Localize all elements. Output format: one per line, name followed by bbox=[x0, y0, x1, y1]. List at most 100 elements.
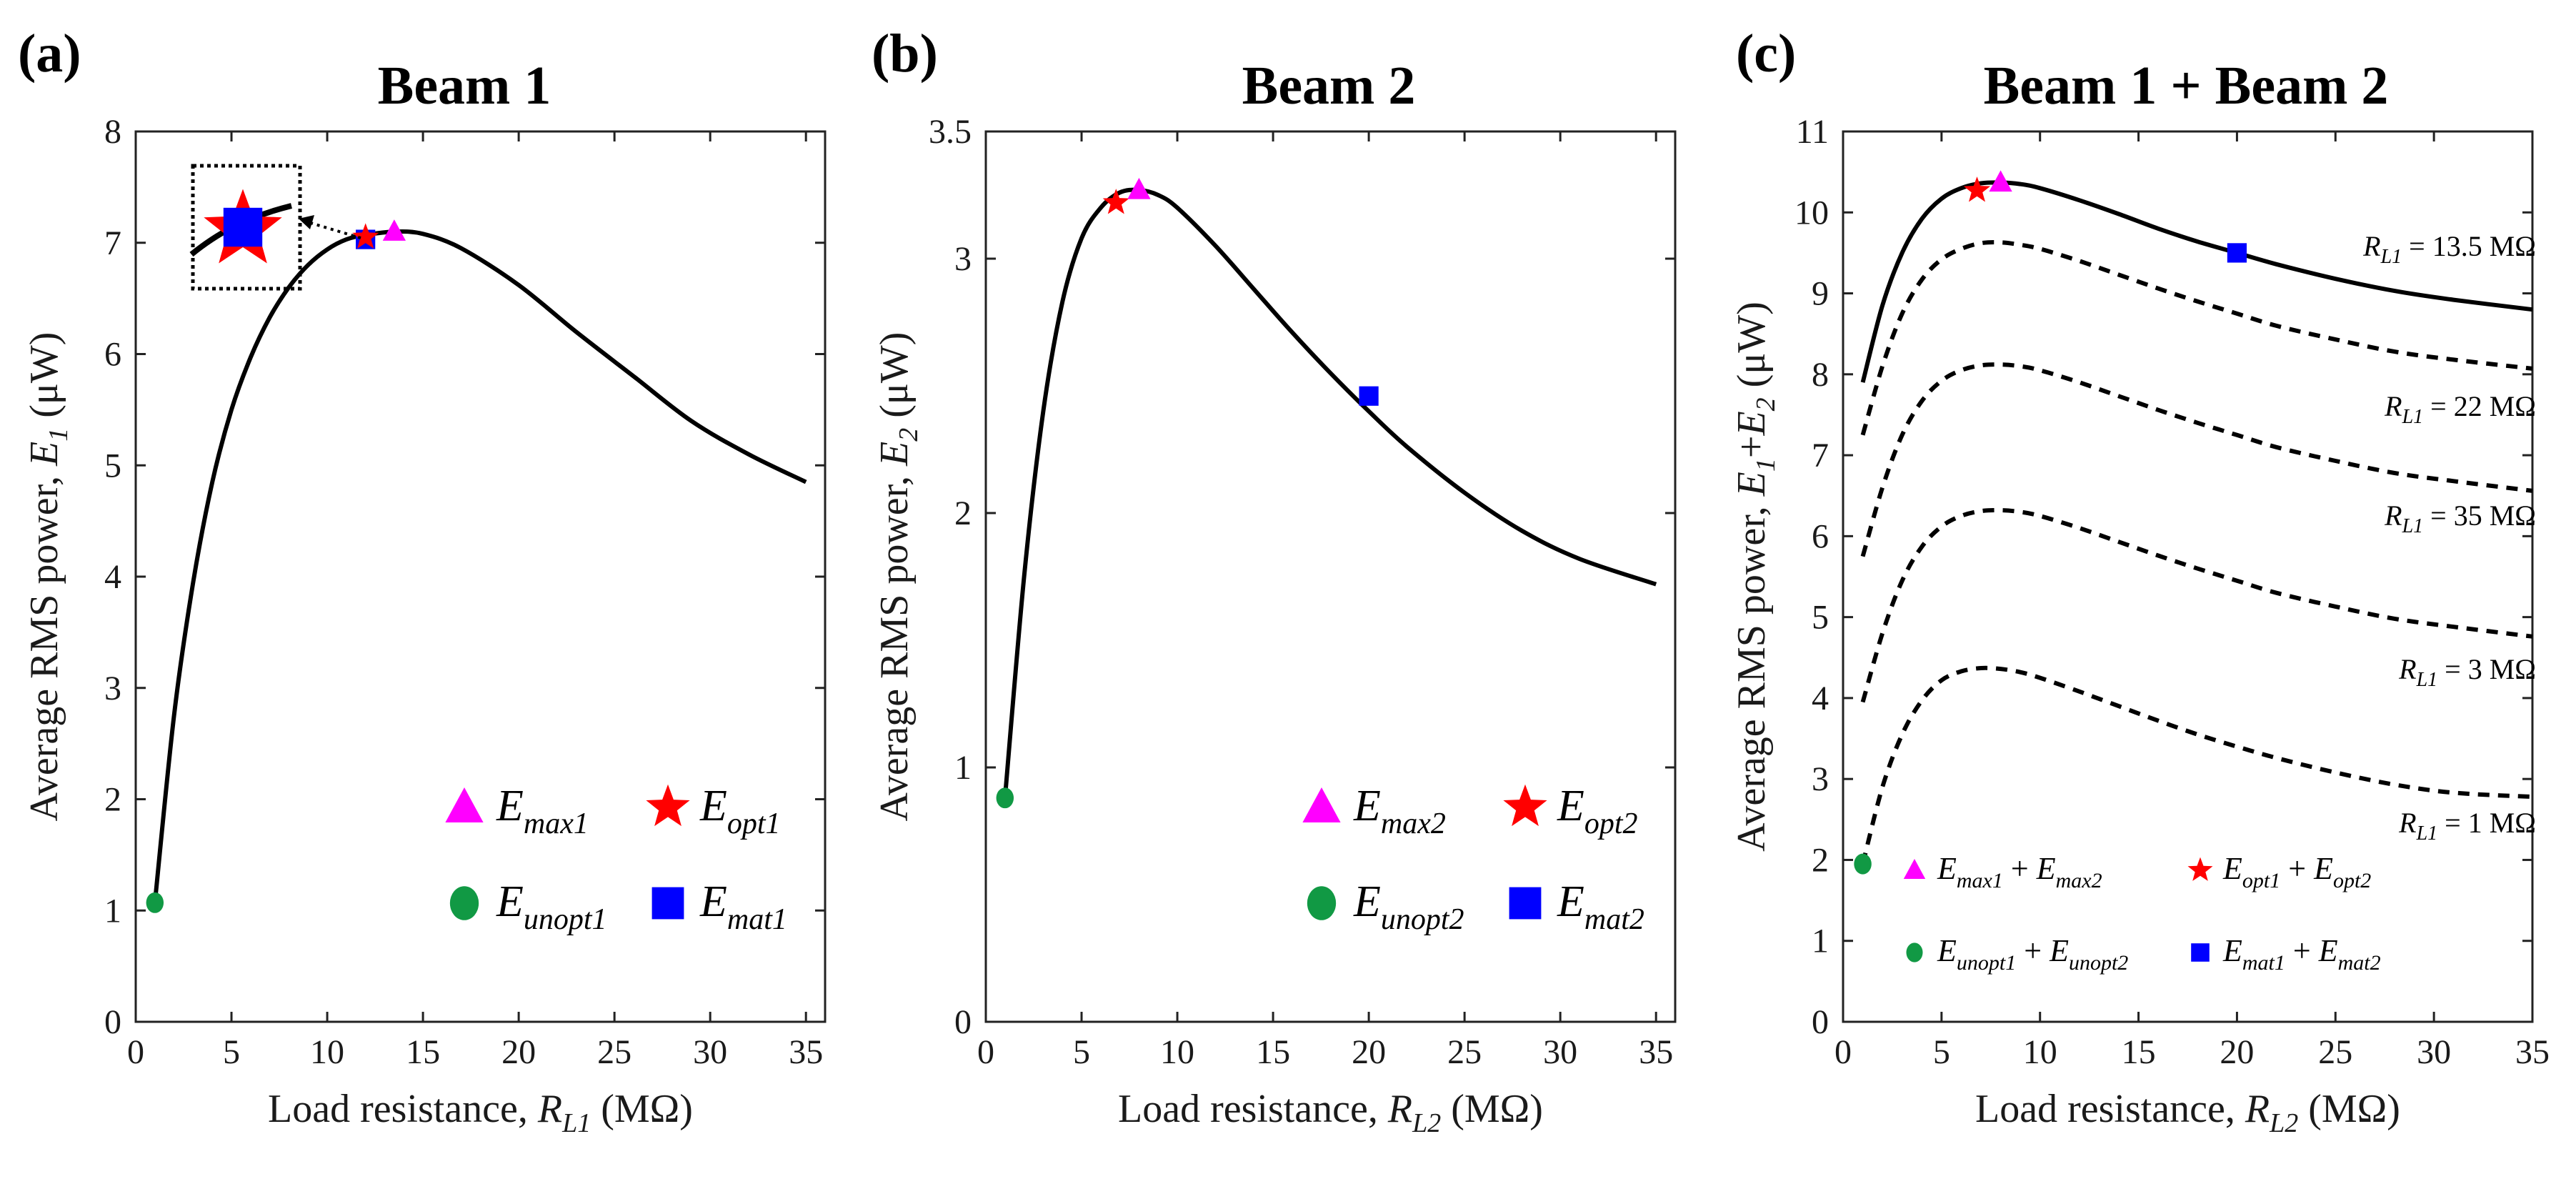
legend-entry: Eunopt2 bbox=[1353, 877, 1464, 936]
y-tick-label: 8 bbox=[1812, 356, 1829, 394]
y-tick-label: 6 bbox=[1812, 517, 1829, 555]
x-tick-label: 5 bbox=[1073, 1033, 1090, 1071]
zoom-inset bbox=[189, 164, 361, 291]
zoom-arrow-head bbox=[299, 215, 314, 229]
legend-entry: Emax1 + Emax2 bbox=[1937, 851, 2102, 892]
x-tick-label: 5 bbox=[1933, 1033, 1950, 1071]
y-tick-label: 3 bbox=[1812, 760, 1829, 798]
legend-marker-unopt bbox=[1307, 886, 1337, 920]
x-tick-label: 20 bbox=[1352, 1033, 1386, 1071]
y-axis-label: Average RMS power, E2 (μW) bbox=[872, 332, 924, 822]
zoom-marker-mat bbox=[223, 207, 263, 247]
series-line-4 bbox=[1860, 665, 2533, 865]
marker-opt bbox=[1963, 176, 1991, 202]
legend-marker-max bbox=[1302, 787, 1341, 822]
axes-frame bbox=[1842, 130, 2534, 1023]
legend-entry: Emax1 bbox=[496, 782, 589, 840]
y-tick-label: 11 bbox=[1796, 113, 1829, 151]
series-line-0 bbox=[1002, 187, 1657, 798]
marker-mat bbox=[2227, 243, 2247, 263]
zoom-arrow-line bbox=[305, 220, 361, 239]
y-tick-label: 5 bbox=[1812, 599, 1829, 637]
x-tick-label: 10 bbox=[2023, 1033, 2057, 1071]
x-axis-label: Load resistance, RL2 (MΩ) bbox=[1118, 1087, 1543, 1138]
legend-marker-max bbox=[1903, 859, 1926, 879]
y-axis-label: Average RMS power, E1+E2 (μW) bbox=[1729, 302, 1781, 852]
series-label: RL1 = 3 MΩ bbox=[2398, 653, 2536, 691]
y-tick-label: 6 bbox=[104, 336, 121, 374]
y-tick-label: 4 bbox=[104, 558, 121, 596]
x-tick-label: 35 bbox=[2515, 1033, 2550, 1071]
chart-title: Beam 2 bbox=[1242, 56, 1416, 116]
y-tick-label: 10 bbox=[1794, 194, 1829, 232]
legend-entry: Emat2 bbox=[1557, 877, 1644, 936]
marker-opt bbox=[1102, 189, 1129, 214]
x-tick-label: 30 bbox=[693, 1033, 727, 1071]
series-label: RL1 = 1 MΩ bbox=[2398, 807, 2536, 845]
x-tick-label: 20 bbox=[501, 1033, 536, 1071]
panel-label: (b) bbox=[872, 24, 938, 84]
y-tick-label: 0 bbox=[954, 1003, 972, 1041]
series-line-0 bbox=[152, 229, 807, 903]
legend-marker-opt bbox=[1503, 784, 1547, 827]
y-tick-label: 1 bbox=[104, 892, 121, 930]
marker-mat bbox=[1359, 386, 1379, 406]
marker-unopt bbox=[996, 787, 1014, 809]
axes-frame bbox=[984, 130, 1677, 1023]
y-tick-label: 0 bbox=[104, 1003, 121, 1041]
y-tick-label: 7 bbox=[1812, 437, 1829, 474]
x-tick-label: 0 bbox=[977, 1033, 994, 1071]
legend-entry: Emat1 + Emat2 bbox=[2222, 933, 2381, 975]
x-tick-label: 35 bbox=[789, 1033, 823, 1071]
legend: Emax1 Eopt1 Eunopt1 Emat1 bbox=[445, 782, 787, 936]
legend: Emax1 + Emax2 Eopt1 + Eopt2 Eunopt1 + Euno… bbox=[1903, 851, 2381, 975]
marker-opt bbox=[352, 223, 379, 249]
legend-marker-mat bbox=[1509, 887, 1542, 920]
y-tick-label: 8 bbox=[104, 113, 121, 151]
series-line-3 bbox=[1860, 508, 2533, 703]
marker-unopt bbox=[1854, 853, 1872, 875]
x-tick-label: 15 bbox=[2122, 1033, 2156, 1071]
zoom-box bbox=[191, 164, 302, 291]
y-tick-label: 2 bbox=[954, 494, 972, 532]
chart-title: Beam 1 bbox=[378, 56, 551, 116]
marker-max bbox=[382, 219, 406, 241]
x-tick-label: 25 bbox=[1447, 1033, 1482, 1071]
y-tick-label: 0 bbox=[1812, 1003, 1829, 1041]
x-axis-label: Load resistance, RL1 (MΩ) bbox=[268, 1087, 693, 1138]
y-tick-label: 2 bbox=[1812, 841, 1829, 879]
x-tick-label: 5 bbox=[223, 1033, 240, 1071]
x-tick-label: 0 bbox=[127, 1033, 144, 1071]
legend-marker-mat bbox=[652, 887, 684, 920]
panel-label: (a) bbox=[18, 24, 81, 84]
x-axis-label: Load resistance, RL2 (MΩ) bbox=[1975, 1087, 2400, 1138]
legend-marker-unopt bbox=[449, 886, 479, 920]
y-tick-label: 3.5 bbox=[929, 113, 972, 151]
legend-entry: Eopt1 bbox=[699, 782, 781, 840]
panel-a: (a) Beam 1 0 5 10 15 20 25 30 35 0 1 2 3 4 5 6 7 8 Load res… bbox=[18, 24, 827, 1138]
series-line-2 bbox=[1860, 362, 2533, 557]
legend-entry: Eopt2 bbox=[1557, 782, 1638, 840]
y-tick-label: 4 bbox=[1812, 680, 1829, 717]
panel-c: (c) Beam 1 + Beam 2 0 5 10 15 20 25 30 35 0 1 2 3 4 5 6 7… bbox=[1729, 24, 2550, 1138]
series-label: RL1 = 22 MΩ bbox=[2384, 390, 2536, 428]
y-axis-label: Average RMS power, E1 (μW) bbox=[22, 332, 74, 822]
chart-title: Beam 1 + Beam 2 bbox=[1984, 56, 2389, 116]
x-tick-label: 20 bbox=[2220, 1033, 2254, 1071]
y-tick-label: 3 bbox=[104, 670, 121, 707]
marker-unopt bbox=[146, 892, 164, 913]
legend-entry: Emax2 bbox=[1353, 782, 1446, 840]
legend-entry: Eopt1 + Eopt2 bbox=[2222, 851, 2371, 892]
y-tick-label: 3 bbox=[954, 240, 972, 278]
legend-marker-mat bbox=[2191, 943, 2210, 962]
marker-max bbox=[1127, 177, 1151, 199]
x-tick-label: 10 bbox=[1160, 1033, 1194, 1071]
legend-marker-max bbox=[445, 787, 484, 822]
y-tick-label: 7 bbox=[104, 224, 121, 262]
y-tick-label: 1 bbox=[1812, 922, 1829, 960]
x-tick-label: 15 bbox=[1256, 1033, 1290, 1071]
x-tick-label: 25 bbox=[2318, 1033, 2352, 1071]
legend: Emax2 Eopt2 Eunopt2 Emat2 bbox=[1302, 782, 1644, 936]
legend-entry: Eunopt1 + Eunopt2 bbox=[1937, 933, 2128, 975]
